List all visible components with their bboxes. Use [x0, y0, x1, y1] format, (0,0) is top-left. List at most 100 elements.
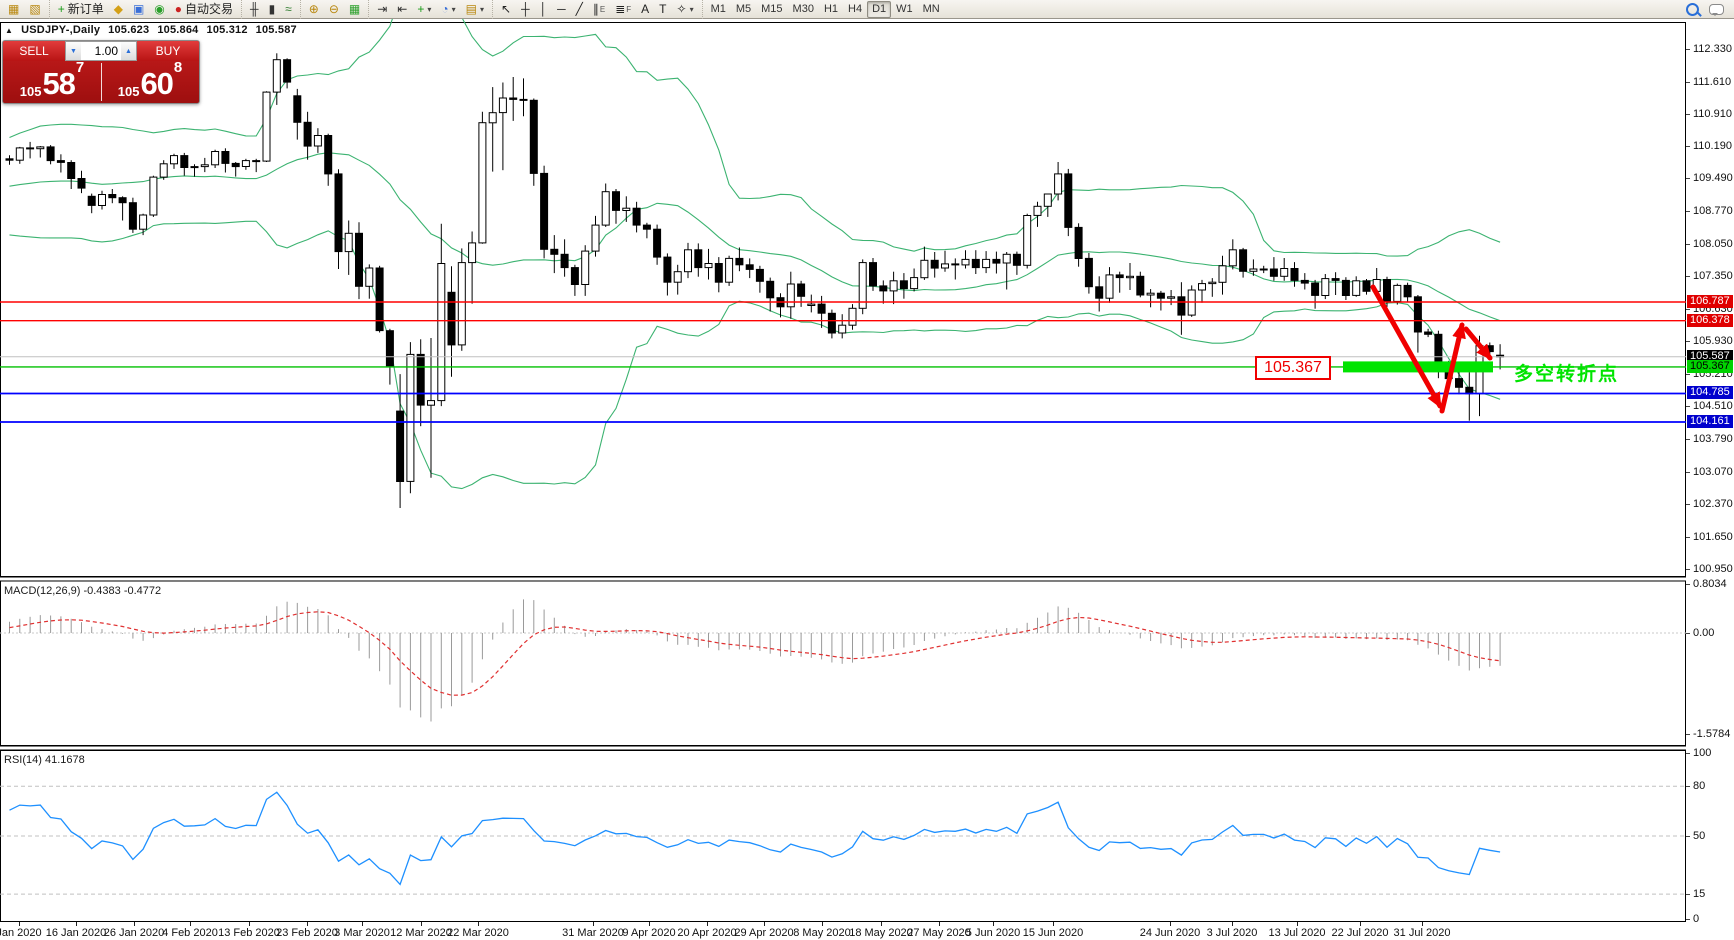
- plot-border: [0, 22, 1686, 577]
- dropdown-caret-icon: ▾: [451, 4, 456, 14]
- zoom-out-icon: ⊖: [328, 2, 339, 16]
- date-tick: [19, 922, 20, 926]
- trendline-button[interactable]: ╱: [571, 1, 588, 18]
- templates-button[interactable]: ▤ ▾: [461, 1, 489, 18]
- fibonacci-button[interactable]: ≣ F: [610, 1, 636, 18]
- periods-button[interactable]: ◔ ▾: [436, 1, 460, 18]
- rsi-pane[interactable]: [0, 750, 1686, 922]
- vertical-line-button[interactable]: │: [535, 1, 553, 18]
- metaeditor-button[interactable]: ▣: [128, 1, 149, 18]
- toolbar-right: [1686, 2, 1734, 16]
- label-button[interactable]: T: [654, 1, 671, 18]
- price-axis[interactable]: 112.330 111.610 110.910 110.190 109.490 108.7…: [1686, 19, 1734, 940]
- buy-button[interactable]: BUY: [137, 41, 199, 61]
- text-button[interactable]: A: [636, 1, 654, 18]
- auto-scroll-button[interactable]: ⇥: [372, 1, 392, 18]
- crosshair-icon: ┼: [521, 2, 530, 16]
- channel-button[interactable]: ∥ E: [588, 1, 610, 18]
- autotrading-button[interactable]: ● 自动交易: [170, 1, 238, 18]
- timeframe-m5[interactable]: M5: [731, 1, 756, 18]
- crosshair-button[interactable]: ┼: [516, 1, 535, 18]
- date-label: 26 Jan 2020: [103, 927, 165, 939]
- price-axis-tick: 111.610: [1686, 76, 1734, 88]
- line-chart-icon: ≈: [285, 2, 292, 16]
- cursor-button[interactable]: ↖: [496, 1, 516, 18]
- price-axis-tick: 100.950: [1686, 563, 1734, 575]
- collapse-icon[interactable]: ▲: [5, 25, 14, 35]
- zoom-in-icon: ⊕: [308, 2, 319, 16]
- dropdown-caret-icon: ▾: [480, 4, 485, 14]
- timeframe-h4[interactable]: H4: [843, 1, 867, 18]
- volume-input[interactable]: [81, 42, 121, 60]
- date-tick: [764, 922, 765, 926]
- search-icon[interactable]: [1686, 2, 1699, 16]
- new-order-button[interactable]: + 新订单: [53, 1, 109, 18]
- horizontal-lines[interactable]: [0, 301, 1686, 423]
- indicators-button[interactable]: + ▾: [412, 1, 436, 18]
- timeframe-d1[interactable]: D1: [867, 0, 892, 18]
- date-label: 24 Jun 2020: [1139, 927, 1201, 939]
- date-label: 4 Feb 2020: [162, 927, 218, 939]
- pane-separator[interactable]: [0, 746, 1686, 750]
- date-label: 15 Jun 2020: [1022, 927, 1084, 939]
- cursor-icon: ↖: [501, 2, 512, 16]
- line-chart-button[interactable]: ≈: [280, 1, 297, 18]
- chart-shift-button[interactable]: ⇤: [392, 1, 412, 18]
- time-axis[interactable]: Jan 2020 16 Jan 2020 26 Jan 2020 4 Feb 2020…: [0, 922, 1686, 940]
- timeframe-m1[interactable]: M1: [706, 1, 731, 18]
- symbol-name: USDJPY-,Daily: [21, 24, 101, 36]
- date-tick: [421, 922, 422, 926]
- zoom-out-button[interactable]: ⊖: [324, 1, 344, 18]
- price-axis-tick: 110.190: [1686, 140, 1734, 152]
- trade-panel-controls: SELL ▼ ▲ BUY: [3, 41, 199, 61]
- timeframe-m30[interactable]: M30: [788, 1, 819, 18]
- volume-down-button[interactable]: ▼: [66, 42, 81, 60]
- price-badge: 106.787: [1687, 295, 1733, 308]
- candlestick-chart-button[interactable]: ▮: [264, 1, 281, 18]
- chat-icon[interactable]: [1709, 3, 1724, 16]
- dropdown-caret-icon: ▾: [427, 4, 432, 14]
- support-price-label[interactable]: 105.367: [1255, 356, 1331, 380]
- tile-windows-button[interactable]: ▦: [344, 1, 365, 18]
- date-label: Jan 2020: [0, 927, 42, 939]
- candles-layer: [5, 53, 1505, 508]
- sell-price[interactable]: 105 58 7: [19, 59, 85, 101]
- date-tick: [1170, 922, 1171, 926]
- timeframe-m15[interactable]: M15: [756, 1, 787, 18]
- timeframe-w1[interactable]: W1: [891, 1, 918, 18]
- trade-panel-prices: 105 58 7 105 60 8: [3, 59, 199, 103]
- volume-up-button[interactable]: ▲: [121, 42, 136, 60]
- date-tick: [649, 922, 650, 926]
- price-axis-tick: 103.070: [1686, 466, 1734, 478]
- timeframe-mn[interactable]: MN: [918, 1, 945, 18]
- horizontal-line-button[interactable]: ─: [552, 1, 571, 18]
- date-tick: [478, 922, 479, 926]
- styles-bucket-button[interactable]: ◆: [109, 1, 128, 18]
- price-axis-tick: 109.490: [1686, 172, 1734, 184]
- new-chart-button[interactable]: ▦: [3, 1, 24, 18]
- dropdown-caret-icon: ▾: [689, 4, 694, 14]
- date-label: 18 May 2020: [849, 927, 913, 939]
- signals-button[interactable]: ◉: [149, 1, 169, 18]
- macd-pane[interactable]: [0, 581, 1686, 746]
- date-tick: [362, 922, 363, 926]
- signals-icon: ◉: [154, 2, 165, 16]
- bollinger-upper: [9, 19, 1501, 257]
- indicators-icon: +: [417, 2, 425, 16]
- ohlc-open: 105.623: [108, 24, 150, 36]
- zoom-in-button[interactable]: ⊕: [304, 1, 324, 18]
- sell-button[interactable]: SELL: [3, 41, 65, 61]
- buy-price[interactable]: 105 60 8: [117, 59, 183, 101]
- turning-point-note: 多空转折点: [1514, 364, 1620, 385]
- autotrading-label: 自动交易: [185, 1, 234, 16]
- main-price-pane[interactable]: [0, 19, 1686, 577]
- date-label: 13 Jul 2020: [1268, 927, 1326, 939]
- timeframe-h1[interactable]: H1: [819, 1, 843, 18]
- toolbar-group: + 新订单 ◆ ▣ ◉ ● 自动交易: [48, 0, 241, 19]
- bar-chart-button[interactable]: ╫: [245, 1, 264, 18]
- date-tick: [993, 922, 994, 926]
- profiles-button[interactable]: ▧: [24, 1, 45, 18]
- arrows-button[interactable]: ✧ ▾: [672, 1, 699, 18]
- macd-axis-tick: 0.8034: [1686, 578, 1734, 590]
